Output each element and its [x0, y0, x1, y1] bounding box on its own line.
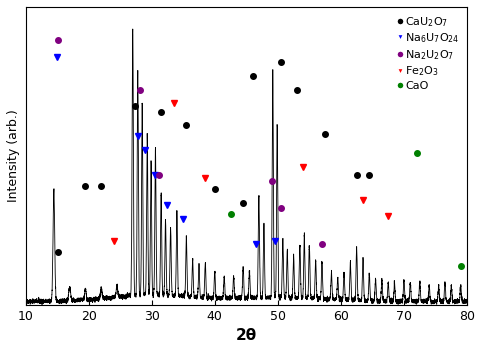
Legend: CaU$_2$O$_7$, Na$_6$U$_7$O$_{24}$, Na$_2$U$_2$O$_7$, Fe$_2$O$_3$, CaO: CaU$_2$O$_7$, Na$_6$U$_7$O$_{24}$, Na$_2…	[395, 13, 461, 93]
Y-axis label: Intensity (arb.): Intensity (arb.)	[7, 110, 20, 202]
X-axis label: 2θ: 2θ	[236, 328, 257, 343]
